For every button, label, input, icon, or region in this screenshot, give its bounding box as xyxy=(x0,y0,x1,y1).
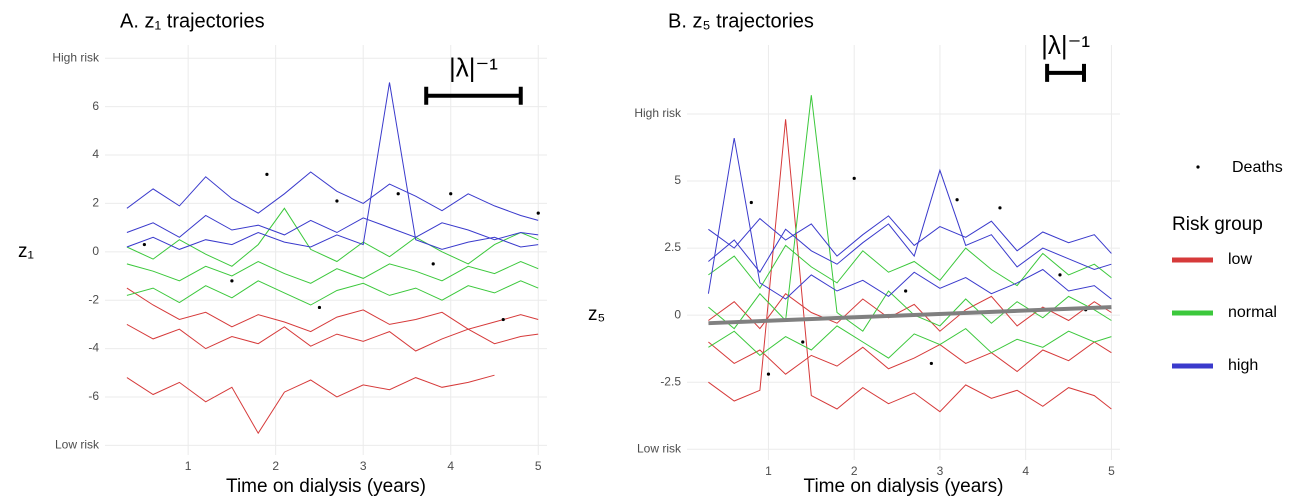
x-tick-label: 4 xyxy=(1022,464,1029,478)
legend-death-key xyxy=(1196,165,1200,169)
death-point xyxy=(142,242,146,247)
x-tick-label: 3 xyxy=(937,464,944,478)
x-tick-label: 5 xyxy=(1108,464,1115,478)
death-point xyxy=(536,211,540,215)
legend-title: Risk group xyxy=(1172,214,1263,235)
y-tick-label: High risk xyxy=(52,50,100,64)
y-tick-label: High risk xyxy=(634,106,682,120)
legend-label: normal xyxy=(1228,304,1277,321)
y-tick-label: -4 xyxy=(88,341,99,355)
x-tick-label: 1 xyxy=(765,464,772,478)
trend-line xyxy=(708,305,1112,326)
y-tick-label: Low risk xyxy=(55,437,100,451)
chart-title: A. z₁ trajectories xyxy=(120,10,265,32)
death-point xyxy=(230,279,234,283)
trajectory xyxy=(126,374,495,435)
legend: Deaths Risk group low normal high xyxy=(1172,159,1283,374)
death-point xyxy=(1058,273,1062,277)
death-point xyxy=(766,372,771,376)
death-point xyxy=(449,192,453,196)
x-axis-label: Time on dialysis (years) xyxy=(226,476,426,497)
trajectory xyxy=(708,325,1112,359)
trajectory xyxy=(126,171,539,221)
trajectory xyxy=(708,119,1112,413)
x-tick-label: 3 xyxy=(360,459,367,473)
death-point xyxy=(335,199,339,203)
trajectory xyxy=(126,82,539,250)
y-tick-label: 0 xyxy=(92,244,99,258)
x-tick-label: 1 xyxy=(185,459,192,473)
y-tick-label: Low risk xyxy=(637,441,682,455)
x-tick-label: 4 xyxy=(447,459,454,473)
trajectory xyxy=(708,168,1112,274)
death-point xyxy=(801,340,805,344)
trajectory xyxy=(126,323,539,352)
y-axis-label: z₅ xyxy=(588,304,605,325)
death-point xyxy=(929,361,933,366)
trajectory xyxy=(708,244,1112,290)
scale-bar xyxy=(1045,63,1086,82)
y-axis-label: z₁ xyxy=(18,241,34,262)
x-tick-label: 2 xyxy=(851,464,858,478)
trajectory xyxy=(708,215,1112,257)
chart-title: B. z₅ trajectories xyxy=(668,10,814,32)
y-tick-label: -2 xyxy=(88,292,99,306)
trajectory xyxy=(126,280,539,306)
panel: Low risk -2.5 0 2.5 5 High risk 1 2 3 4 5 B. z₅ tra… xyxy=(588,10,1120,497)
trajectory xyxy=(708,341,1112,375)
trajectory xyxy=(126,260,539,284)
y-tick-label: 5 xyxy=(674,173,681,187)
death-point xyxy=(749,200,753,205)
death-point xyxy=(955,198,959,202)
legend-label: high xyxy=(1228,357,1258,374)
y-tick-label: -2.5 xyxy=(660,374,681,388)
y-tick-label: 6 xyxy=(92,99,99,113)
trajectory xyxy=(126,207,539,267)
death-point xyxy=(998,206,1002,210)
x-axis-label: Time on dialysis (years) xyxy=(804,476,1004,497)
death-point xyxy=(431,262,435,266)
legend-label: Deaths xyxy=(1232,159,1283,176)
y-tick-label: 2.5 xyxy=(664,240,681,254)
scale-bar-label: |λ|⁻¹ xyxy=(449,53,498,83)
trajectory xyxy=(708,293,1112,332)
trajectory xyxy=(126,287,539,333)
x-tick-label: 5 xyxy=(535,459,542,473)
death-point xyxy=(265,172,269,177)
y-tick-label: -6 xyxy=(88,389,99,403)
trajectory xyxy=(707,138,1112,300)
death-point xyxy=(317,305,322,310)
scale-bar-label: |λ|⁻¹ xyxy=(1041,30,1090,60)
death-point xyxy=(852,176,856,180)
trajectory xyxy=(126,214,539,241)
x-tick-label: 2 xyxy=(272,459,279,473)
legend-label: low xyxy=(1228,251,1252,268)
y-tick-label: 4 xyxy=(92,147,99,161)
death-point xyxy=(396,192,400,196)
death-point xyxy=(904,289,908,293)
scale-bar xyxy=(424,86,523,105)
panel: Low risk -6 -4 -2 0 2 4 6 High risk 1 2 3 4 5 A. z₁ tr… xyxy=(18,10,547,497)
y-tick-label: 0 xyxy=(674,307,681,321)
y-tick-label: 2 xyxy=(92,196,99,210)
death-point xyxy=(501,317,505,322)
